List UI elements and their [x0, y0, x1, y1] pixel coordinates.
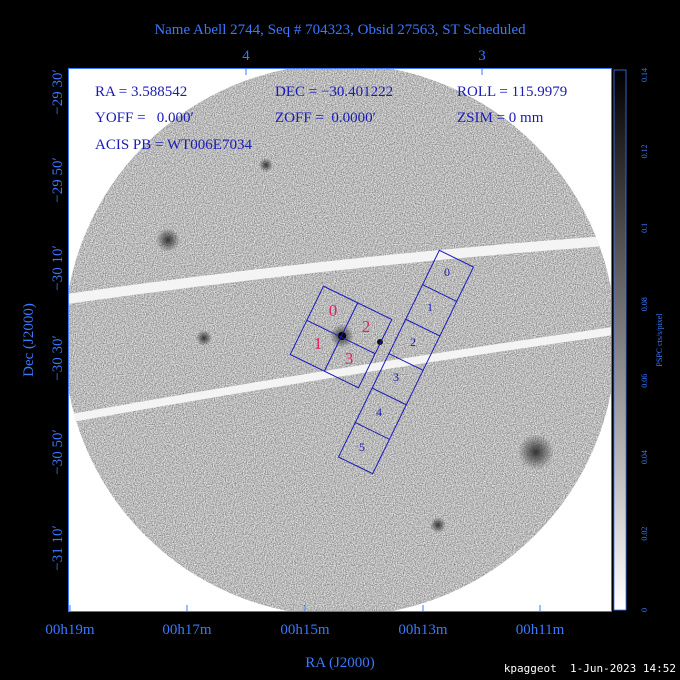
colorbar-tick-label: 0.14 — [640, 68, 649, 82]
left-tick-label: −29 50′ — [50, 157, 66, 203]
info-text: ACIS PB = WT006E7034 — [95, 137, 252, 153]
bottom-tick-label: 00h19m — [45, 622, 95, 638]
left-tick-label: −29 30′ — [50, 69, 66, 115]
top-tick-label: 4 — [242, 48, 250, 64]
info-text: DEC = −30.401222 — [275, 84, 393, 100]
title: Name Abell 2744, Seq # 704323, Obsid 275… — [154, 22, 526, 38]
left-tick-label: −30 10′ — [50, 245, 66, 291]
info-text: RA = 3.588542 — [95, 84, 187, 100]
bottom-tick-label: 00h15m — [280, 622, 330, 638]
acis-s-chip-label: 2 — [410, 335, 416, 349]
info-text: ZSIM = 0 mm — [457, 110, 544, 126]
acis-i-chip-label: 0 — [329, 301, 338, 320]
colorbar-tick-label: 0.12 — [640, 144, 649, 158]
acis-s-chip-label: 3 — [393, 370, 399, 384]
colorbar-tick-label: 0 — [640, 608, 649, 612]
left-tick-label: −30 30′ — [50, 335, 66, 381]
acis-s-array — [337, 249, 475, 475]
colorbar-tick-label: 0.06 — [640, 374, 649, 388]
colorbar-tick-label: 0.08 — [640, 297, 649, 311]
colorbar-tick-label: 0.04 — [640, 450, 649, 464]
acis-i-chip-label: 1 — [314, 334, 323, 353]
colorbar-label: PSPC cts/s/pixel — [655, 313, 664, 367]
info-block: RA = 3.588542 DEC = −30.401222 ROLL = 11… — [95, 84, 567, 153]
info-text: ROLL = 115.9979 — [457, 84, 567, 100]
bottom-tick-label: 00h17m — [162, 622, 212, 638]
x-axis-label: RA (J2000) — [305, 655, 375, 671]
colorbar-tick-label: 0.02 — [640, 527, 649, 541]
acis-i-chip-label: 2 — [362, 317, 371, 336]
colorbar-tick-label: 0.1 — [640, 223, 649, 233]
bottom-tick-label: 00h11m — [516, 622, 565, 638]
y-axis-label: Dec (J2000) — [21, 303, 37, 377]
acis-s-chip-label: 0 — [444, 265, 450, 279]
footer: kpaggeot 1-Jun-2023 14:52 — [504, 662, 676, 675]
info-text: ZOFF = 0.0000′ — [275, 110, 376, 126]
acis-i-array — [289, 285, 393, 389]
left-tick-label: −30 50′ — [50, 429, 66, 475]
generated: 4 3 −29 30′ −29 50′ −30 10′ −30 30′ −30 50′ −31… — [45, 48, 649, 638]
left-tick-label: −31 10′ — [50, 525, 66, 571]
acis-s-chip-label: 1 — [427, 300, 433, 314]
colorbar — [613, 69, 627, 611]
acis-s-chip-label: 5 — [359, 440, 365, 454]
acis-s-chip-label: 4 — [376, 405, 382, 419]
top-tick-label: 3 — [478, 48, 486, 64]
plot-frame — [68, 68, 612, 612]
acis-i-chip-label: 3 — [345, 349, 354, 368]
info-text: YOFF = 0.000′ — [95, 110, 194, 126]
bottom-tick-label: 00h13m — [398, 622, 448, 638]
